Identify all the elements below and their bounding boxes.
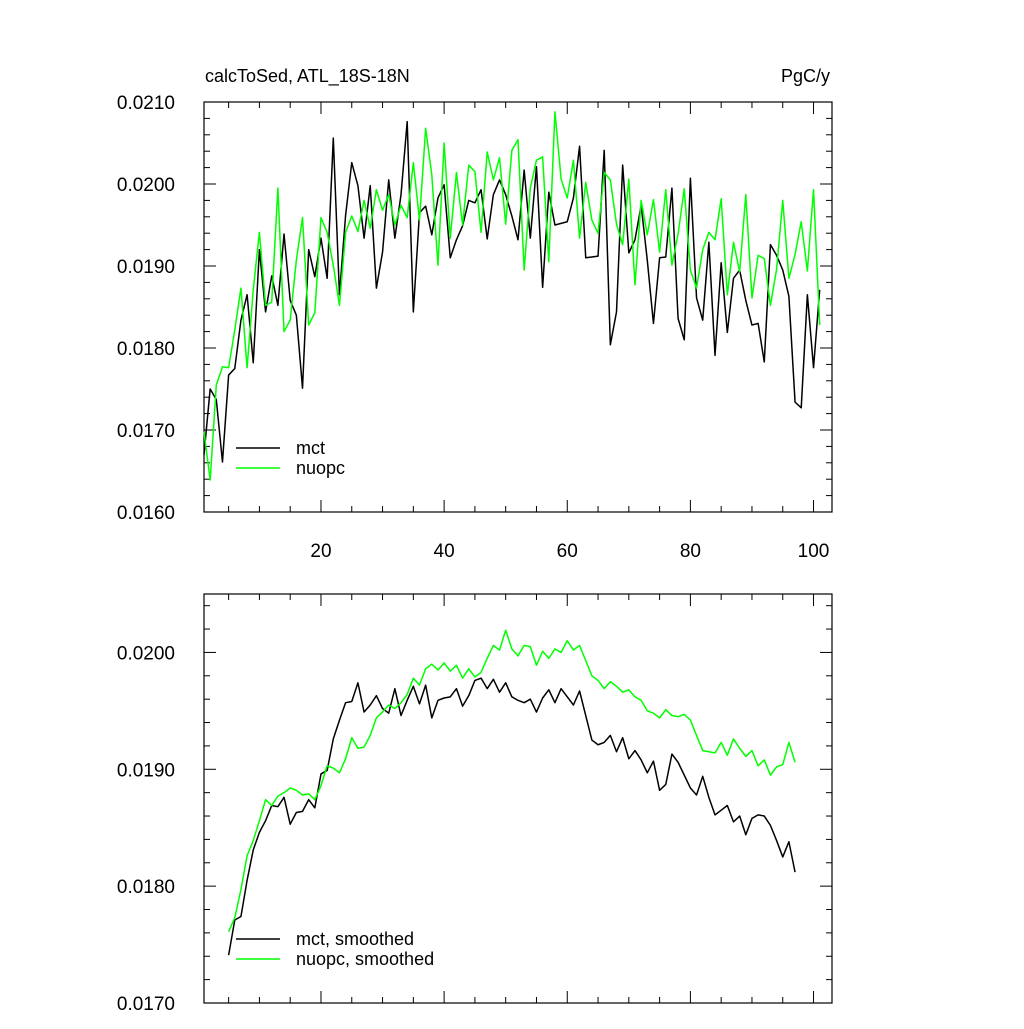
y-tick-label: 0.0200	[117, 643, 175, 664]
y-tick-label: 0.0170	[117, 994, 175, 1015]
legend-label: nuopc	[296, 458, 345, 478]
y-tick-label: 0.0170	[117, 421, 175, 442]
legend-label: mct, smoothed	[296, 929, 414, 949]
y-tick-label: 0.0160	[117, 503, 175, 524]
y-tick-label: 0.0200	[117, 175, 175, 196]
legend-label: mct	[296, 438, 325, 458]
y-tick-label: 0.0180	[117, 877, 175, 898]
series-line	[227, 677, 796, 956]
y-tick-label: 0.0180	[117, 339, 175, 360]
chart-title: calcToSed, ATL_18S-18N	[205, 66, 410, 87]
x-tick-label: 100	[798, 541, 830, 562]
x-tick-label: 80	[680, 541, 701, 562]
legend-label: nuopc, smoothed	[296, 949, 434, 969]
series-line	[227, 629, 796, 933]
units-label: PgC/y	[781, 66, 830, 86]
x-tick-label: 20	[310, 541, 331, 562]
y-tick-label: 0.0190	[117, 760, 175, 781]
y-tick-label: 0.0210	[117, 93, 175, 114]
plot-frame	[203, 593, 833, 1004]
x-tick-label: 60	[557, 541, 578, 562]
series-line	[203, 111, 821, 481]
x-tick-label: 40	[434, 541, 455, 562]
y-tick-label: 0.0190	[117, 257, 175, 278]
plot-frame	[203, 101, 833, 513]
